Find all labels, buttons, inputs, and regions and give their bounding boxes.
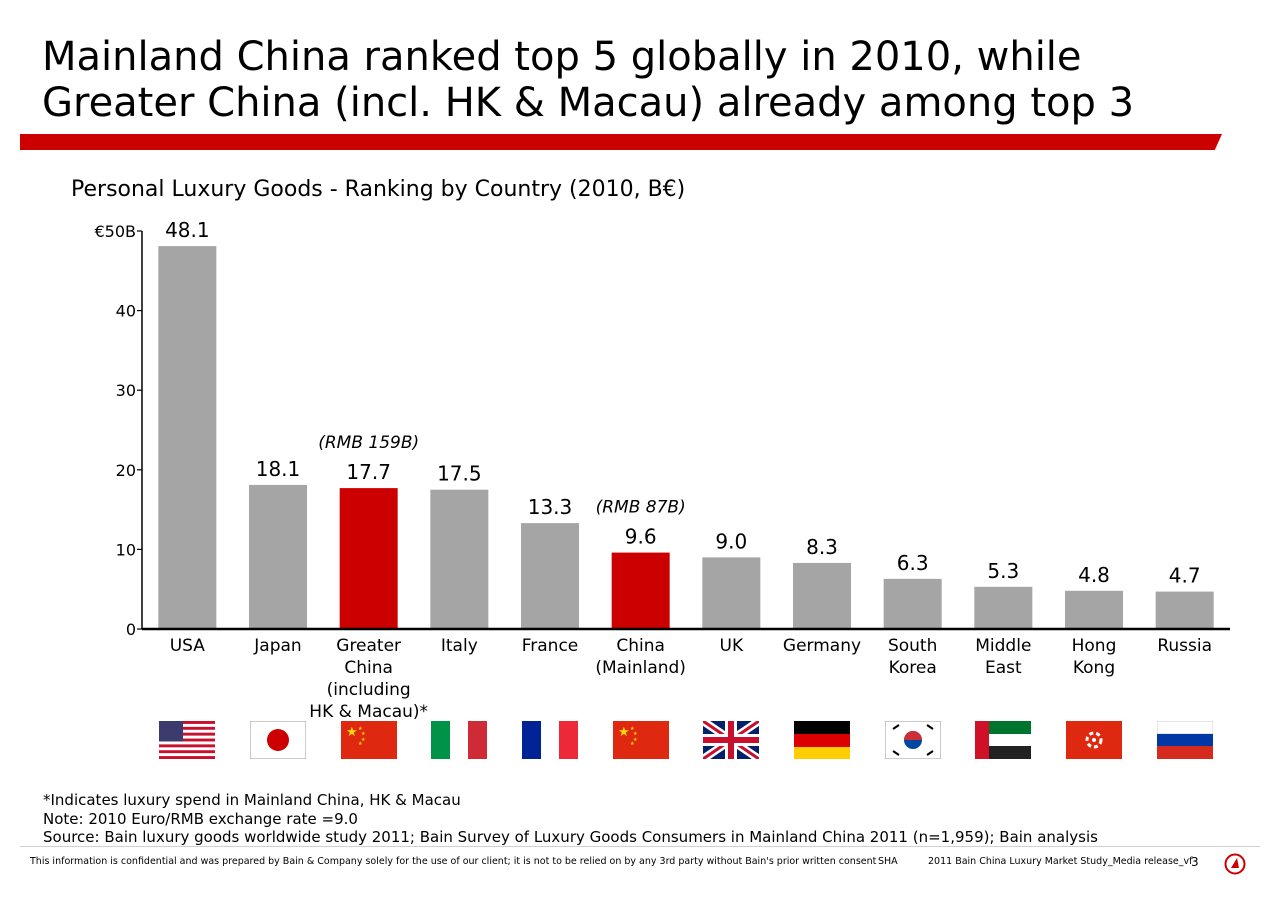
x-category-label: East <box>985 658 1022 678</box>
svg-text:★: ★ <box>361 737 366 743</box>
russia-flag-icon <box>1156 721 1213 759</box>
bar <box>793 562 851 629</box>
x-category-label: Korea <box>889 658 937 678</box>
data-label: 9.0 <box>715 529 747 553</box>
source-note: Source: Bain luxury goods worldwide stud… <box>43 828 1098 846</box>
svg-text:★: ★ <box>633 737 638 743</box>
germany-flag-icon <box>794 721 850 759</box>
bar <box>339 488 398 629</box>
x-category-label: Hong <box>1072 636 1117 656</box>
x-category-label: Middle <box>975 636 1031 656</box>
page-number: 3 <box>1191 855 1199 869</box>
x-category-label: South <box>888 636 937 656</box>
y-tick-label: 0 <box>126 620 136 639</box>
x-category-label: UK <box>720 636 744 656</box>
data-label: 48.1 <box>165 218 210 242</box>
x-category-label: China <box>616 636 665 656</box>
france-flag-icon <box>522 721 578 759</box>
asterisk-note: *Indicates luxury spend in Mainland Chin… <box>43 791 461 809</box>
bar <box>158 246 217 629</box>
document-name: 2011 Bain China Luxury Market Study_Medi… <box>928 856 1193 867</box>
svg-text:★: ★ <box>358 741 363 747</box>
data-label: 9.6 <box>625 525 657 549</box>
y-tick-label: €50B <box>94 222 136 241</box>
svg-text:★: ★ <box>358 726 363 732</box>
x-category-label: Germany <box>783 636 861 656</box>
data-label: 8.3 <box>806 535 838 559</box>
rmb-annotation: (RMB 87B) <box>596 498 686 518</box>
chart-notes: *Indicates luxury spend in Mainland Chin… <box>43 791 1098 847</box>
bar <box>249 484 307 629</box>
data-label: 6.3 <box>897 551 929 575</box>
svg-text:★: ★ <box>630 726 635 732</box>
japan-flag-icon <box>250 721 306 759</box>
x-category-label: Japan <box>253 636 301 656</box>
chart-subtitle: Personal Luxury Goods - Ranking by Count… <box>71 177 686 202</box>
confidentiality-notice: This information is confidential and was… <box>30 856 877 867</box>
china-flag-icon: ★ ★ ★ ★ ★ <box>612 721 669 759</box>
hong-kong-flag-icon <box>1066 721 1122 759</box>
svg-text:★: ★ <box>630 741 635 747</box>
rmb-annotation: (RMB 159B) <box>318 433 419 453</box>
bar <box>702 557 761 629</box>
x-category-label: Kong <box>1073 658 1115 678</box>
y-tick-label: 20 <box>116 461 136 480</box>
footer-divider <box>20 846 1260 847</box>
y-tick-label: 40 <box>116 302 136 321</box>
title-line-2: Greater China (incl. HK & Macau) already… <box>42 80 1135 126</box>
bar <box>430 489 489 629</box>
data-label: 13.3 <box>528 495 573 519</box>
x-category-label: USA <box>170 636 206 656</box>
data-label: 17.7 <box>346 460 391 484</box>
bar <box>974 586 1033 629</box>
y-tick-label: 10 <box>116 540 136 559</box>
bar-chart: 0 10 20 30 40 €50B 48.1 USA 18.1 Japan 17.7 Greater… <box>94 218 1230 720</box>
uk-flag-icon <box>703 721 760 759</box>
bar <box>521 523 579 629</box>
exchange-rate-note: Note: 2010 Euro/RMB exchange rate =9.0 <box>43 809 358 828</box>
office-code: SHA <box>878 856 898 867</box>
data-label: 5.3 <box>987 559 1019 583</box>
bar <box>1065 590 1123 629</box>
bar <box>883 578 942 629</box>
usa-flag-icon <box>159 721 216 759</box>
y-tick-label: 30 <box>116 381 136 400</box>
bar <box>611 552 670 629</box>
data-label: 4.8 <box>1078 563 1110 587</box>
svg-text:★: ★ <box>618 725 630 740</box>
page-title: Mainland China ranked top 5 globally in … <box>42 34 1222 126</box>
x-category-label: Italy <box>441 636 478 656</box>
china-flag-icon: ★ ★ ★ ★ ★ <box>340 721 397 759</box>
italy-flag-icon <box>431 721 488 759</box>
data-label: 17.5 <box>437 462 482 486</box>
title-underline-bar <box>20 134 1222 150</box>
data-label: 18.1 <box>256 457 301 481</box>
svg-text:★: ★ <box>361 731 366 737</box>
x-category-label: Greater <box>336 636 401 656</box>
x-category-label: Russia <box>1157 636 1212 656</box>
svg-text:★: ★ <box>633 731 638 737</box>
title-line-1: Mainland China ranked top 5 globally in … <box>42 34 1082 80</box>
x-category-label: (including <box>327 680 411 700</box>
uae-flag-icon <box>975 721 1032 759</box>
x-category-label: (Mainland) <box>595 658 686 678</box>
data-label: 4.7 <box>1169 564 1201 588</box>
bain-logo-icon <box>1224 853 1246 875</box>
bar <box>1155 591 1214 629</box>
south-korea-flag-icon <box>884 721 941 759</box>
x-category-label: China <box>344 658 393 678</box>
x-category-label: France <box>522 636 579 656</box>
svg-text:★: ★ <box>346 725 358 740</box>
x-category-label: HK & Macau)* <box>309 702 428 720</box>
